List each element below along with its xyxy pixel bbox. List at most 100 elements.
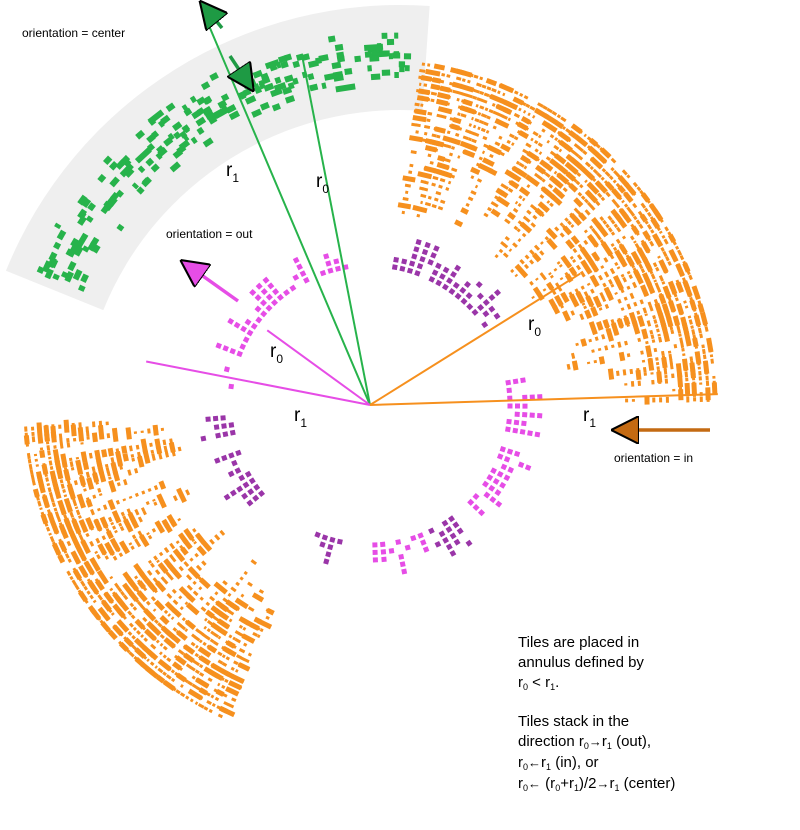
orange-tile [565, 128, 572, 134]
orange-tile [198, 672, 205, 677]
orange-tile [558, 263, 563, 268]
orange-tile [554, 226, 560, 232]
orange-tile [246, 666, 251, 671]
orange-tile [564, 161, 579, 175]
orange-tile [185, 695, 190, 700]
orange-tile [416, 213, 421, 218]
orange-tile [601, 334, 606, 340]
r1-label-out: r1 [294, 405, 307, 430]
magenta-tile [506, 418, 512, 425]
orange-tile [489, 153, 494, 159]
orange-tile [429, 161, 434, 165]
orange-tile [662, 250, 668, 258]
orange-tile [58, 424, 62, 429]
orange-tile [487, 206, 492, 212]
orange-tile [462, 149, 468, 155]
orange-tile [560, 116, 567, 123]
orange-tile [599, 291, 605, 299]
orange-tile [157, 667, 164, 674]
orange-tile [190, 537, 196, 543]
orange-tile [158, 551, 164, 557]
magenta-tile [334, 265, 342, 272]
orange-tile [49, 535, 55, 543]
orange-tile [692, 285, 697, 290]
green-tile [137, 165, 146, 174]
green-tile [179, 130, 188, 139]
orange-tile [456, 97, 460, 102]
orange-tile [712, 375, 716, 379]
magenta-tile [239, 343, 247, 351]
orange-tile [634, 242, 641, 250]
orange-tile [598, 356, 606, 365]
orange-tile [701, 344, 705, 349]
orange-tile [584, 209, 591, 216]
orange-tile [86, 436, 90, 440]
orange-tile [234, 637, 242, 644]
green-tile [81, 245, 90, 253]
orange-tile [449, 117, 456, 122]
orange-tile [605, 223, 610, 229]
orange-tile [537, 134, 542, 139]
green-tile [80, 273, 89, 283]
magenta-tile [255, 316, 263, 324]
orange-tile [73, 480, 78, 486]
orange-tile [562, 256, 567, 261]
orange-tile [519, 258, 525, 265]
orange-tile [511, 166, 518, 172]
orange-tile [522, 109, 527, 114]
orange-tile [220, 706, 236, 718]
orange-tile [107, 629, 118, 641]
orange-tile [505, 186, 509, 190]
orange-tile [209, 538, 215, 545]
orange-tile [483, 121, 489, 127]
orange-tile [479, 90, 485, 96]
orange-tile [621, 235, 627, 240]
orange-tile [603, 257, 609, 263]
orange-tile [591, 227, 597, 234]
orange-tile [690, 325, 694, 329]
orange-tile [613, 223, 619, 229]
green-tile [399, 66, 405, 73]
orange-tile [63, 494, 68, 498]
green-tile [36, 265, 45, 275]
orange-tile [589, 205, 596, 211]
purple-tile [214, 457, 221, 464]
orange-tile [212, 640, 219, 646]
orange-tile [435, 190, 442, 196]
orange-tile [449, 67, 461, 75]
orange-tile [561, 224, 568, 231]
orange-tile [162, 671, 167, 677]
magenta-tile [513, 450, 521, 458]
purple-tile [200, 435, 207, 442]
orange-tile [519, 154, 531, 165]
orange-tile [233, 660, 239, 666]
orange-tile [54, 511, 60, 518]
orange-tile [559, 232, 565, 238]
orange-tile [85, 430, 90, 437]
orange-tile [45, 477, 50, 482]
orange-tile [616, 173, 623, 181]
orange-tile [617, 341, 622, 348]
orange-tile [529, 280, 534, 286]
orange-tile [92, 421, 96, 428]
orange-tile [123, 479, 128, 486]
orange-tile [508, 248, 513, 253]
orange-tile [537, 102, 544, 108]
orange-tile [697, 300, 702, 306]
orange-tile [568, 291, 574, 297]
orange-tile [624, 383, 628, 386]
orange-tile [231, 644, 237, 649]
orange-tile [153, 485, 159, 491]
orange-tile [205, 601, 211, 607]
orange-tile [179, 692, 186, 698]
orange-tile [600, 176, 605, 181]
magenta-tile [503, 456, 511, 463]
green-tile [321, 82, 327, 90]
orange-tile [570, 310, 576, 316]
orange-tile [227, 609, 235, 616]
orange-tile [593, 359, 598, 364]
green-tile [196, 96, 206, 106]
orange-tile [147, 559, 153, 564]
orange-tile [446, 130, 451, 135]
